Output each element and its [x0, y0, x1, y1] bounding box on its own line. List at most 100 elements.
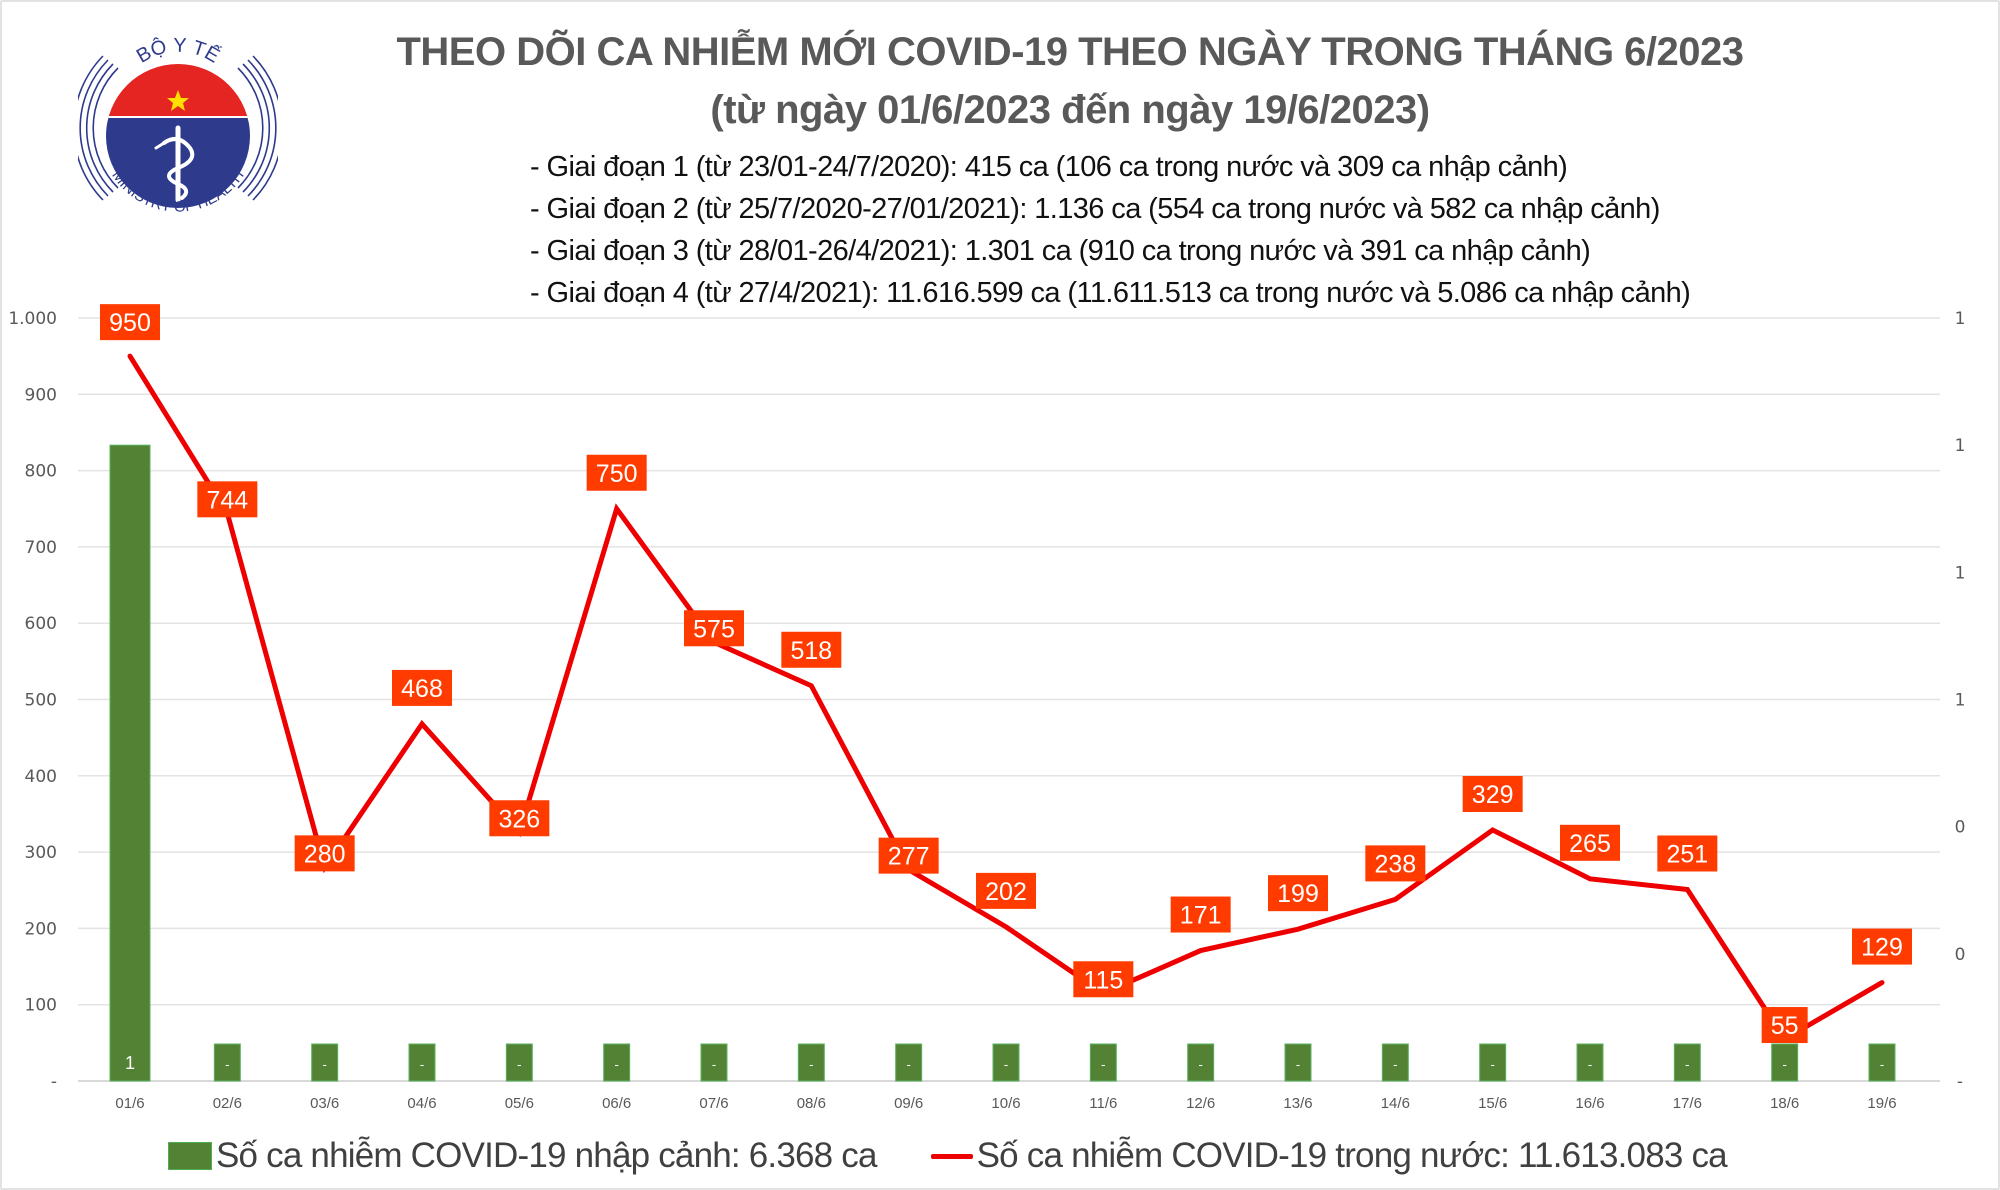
bar-data-label: 1	[125, 1053, 135, 1073]
bar	[109, 444, 151, 1082]
bar-data-label: -	[1198, 1057, 1202, 1072]
x-axis: 01/6 02/6 03/6 04/6 05/6 06/6 07/6 08/6 09/6 10/6…	[115, 1095, 1896, 1112]
x-tick-label: 18/6	[1770, 1095, 1799, 1112]
y-left-tick-label: 100	[25, 996, 57, 1016]
bar-data-label: -	[1101, 1057, 1105, 1072]
data-label-box	[684, 610, 744, 647]
data-label-box	[1852, 928, 1912, 965]
line-data-label: 326	[489, 800, 550, 837]
data-label-text: 468	[401, 675, 443, 703]
data-label-text: 171	[1180, 902, 1222, 930]
legend-bar-swatch	[168, 1142, 212, 1170]
data-label-text: 750	[596, 460, 638, 488]
data-label-box	[1560, 824, 1620, 861]
x-tick-label: 01/6	[115, 1095, 144, 1112]
caduceus-icon	[154, 125, 195, 203]
chart-title: THEO DÕI CA NHIỄM MỚI COVID-19 THEO NGÀY…	[396, 30, 1744, 74]
data-label-box	[1761, 1007, 1808, 1044]
y-right-tick-label: 0	[1955, 818, 1966, 838]
bar-data-label: -	[1004, 1057, 1008, 1072]
bar	[1673, 1043, 1701, 1082]
line-data-label: 518	[781, 631, 842, 668]
line-data-label: 251	[1657, 835, 1718, 872]
line-data-label: 329	[1462, 775, 1523, 812]
line-data-label: 277	[878, 837, 939, 874]
bar	[1479, 1043, 1507, 1082]
bar	[1089, 1043, 1117, 1082]
line-data-label: 468	[392, 669, 452, 706]
y-axis-right: - 0 0 1 1 1 1	[1955, 309, 1966, 1092]
data-label-text: 744	[206, 486, 248, 514]
bar	[408, 1043, 436, 1082]
x-tick-label: 15/6	[1478, 1095, 1507, 1112]
bar	[1187, 1043, 1215, 1082]
data-label-text: 55	[1771, 1012, 1799, 1040]
y-left-tick-label: 700	[25, 538, 57, 558]
data-label-box	[781, 631, 842, 668]
bar	[505, 1043, 533, 1082]
line-data-label: 55	[1761, 1007, 1808, 1044]
bar	[797, 1043, 825, 1082]
x-tick-label: 06/6	[602, 1095, 631, 1112]
data-label-text: 326	[498, 805, 540, 833]
data-label-box	[1462, 775, 1523, 812]
bar	[311, 1043, 339, 1082]
y-right-tick-label: 1	[1955, 563, 1966, 583]
legend-line-swatch	[930, 1153, 973, 1159]
data-label-text: 277	[888, 843, 930, 871]
x-tick-label: 12/6	[1186, 1095, 1215, 1112]
y-left-tick-label: 900	[25, 385, 57, 405]
bar-data-label: -	[809, 1057, 813, 1072]
bar-series: 1 - - - - - - - - - - - - - - - - - -	[109, 444, 1896, 1082]
x-tick-label: 11/6	[1089, 1095, 1117, 1112]
x-tick-label: 17/6	[1673, 1095, 1702, 1112]
bar-data-label: -	[1588, 1057, 1592, 1072]
y-right-tick-label: -	[1957, 1072, 1963, 1092]
phase-4-summary: - Giai đoạn 4 (từ 27/4/2021): 11.616.599…	[530, 277, 1691, 309]
bar-data-label: -	[322, 1057, 326, 1072]
data-label-box	[1073, 961, 1134, 998]
data-label-box	[1365, 845, 1426, 882]
chart-subtitle: (từ ngày 01/6/2023 đến ngày 19/6/2023)	[710, 88, 1430, 132]
bar	[1381, 1043, 1409, 1082]
bar-data-label: -	[1296, 1057, 1300, 1072]
gridlines	[78, 317, 1940, 1082]
bar-data-label: -	[1393, 1057, 1397, 1072]
bar-data-label: -	[614, 1057, 618, 1072]
data-label-text: 265	[1569, 830, 1611, 858]
logo-arcs	[78, 55, 278, 201]
line-data-label: 575	[684, 610, 744, 647]
bar	[992, 1043, 1020, 1082]
line-data-label: 115	[1073, 961, 1134, 998]
line-data-labels: 950 744 280 468 326 750 575 518 277 202 115 171 199 2…	[100, 304, 1912, 1044]
y-left-tick-label: 300	[25, 843, 57, 863]
y-right-tick-label: 1	[1955, 309, 1966, 329]
data-label-text: 950	[109, 309, 151, 337]
y-left-tick-label: 200	[25, 919, 57, 939]
x-tick-label: 07/6	[699, 1095, 728, 1112]
line-data-label: 238	[1365, 845, 1426, 882]
bar	[1284, 1043, 1312, 1082]
x-tick-label: 14/6	[1381, 1095, 1410, 1112]
data-label-text: 115	[1083, 966, 1123, 994]
data-label-text: 329	[1472, 781, 1514, 809]
data-label-text: 202	[985, 878, 1027, 906]
phase-2-summary: - Giai đoạn 2 (từ 25/7/2020-27/01/2021):…	[530, 193, 1660, 225]
line-data-label: 171	[1170, 896, 1231, 933]
data-label-box	[1268, 875, 1328, 912]
line-data-label: 129	[1852, 928, 1912, 965]
bar-data-label: -	[906, 1057, 910, 1072]
y-axis-left: - 100 200 300 400 500 600 700 800 900 1.000	[8, 309, 57, 1092]
data-label-box	[294, 835, 355, 872]
bar-data-label: -	[1490, 1057, 1494, 1072]
data-label-box	[197, 481, 258, 518]
x-tick-label: 03/6	[310, 1095, 339, 1112]
line-data-label: 202	[976, 872, 1036, 909]
legend: Số ca nhiễm COVID-19 nhập cảnh: 6.368 ca…	[168, 1136, 1728, 1176]
bar-data-label: -	[420, 1057, 424, 1072]
line-data-label: 744	[197, 481, 258, 518]
data-label-box	[100, 304, 160, 341]
line-data-label: 199	[1268, 875, 1328, 912]
